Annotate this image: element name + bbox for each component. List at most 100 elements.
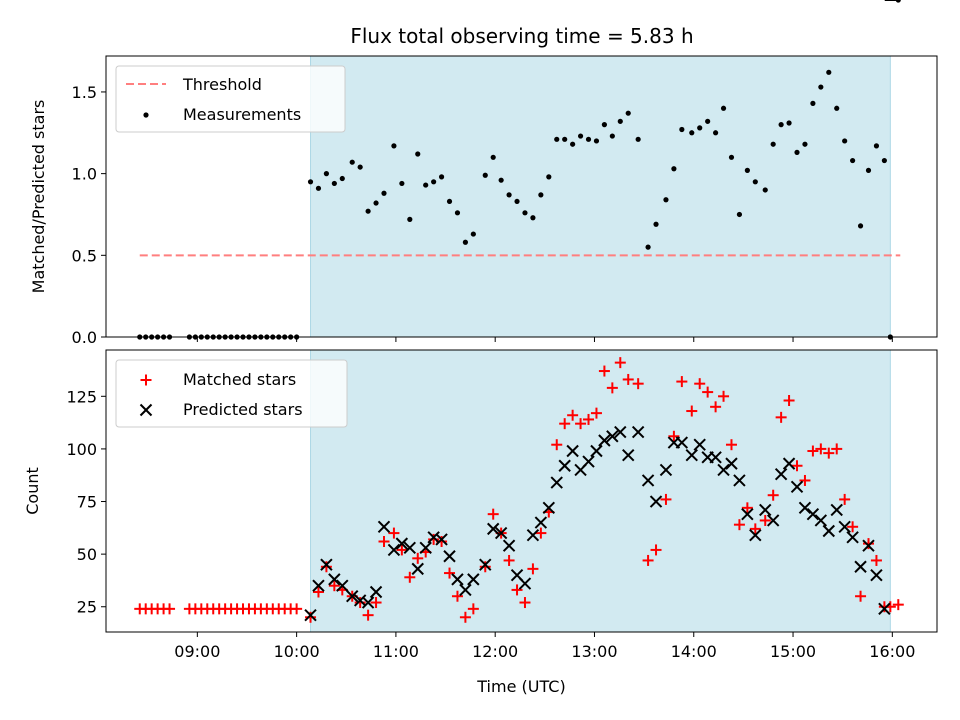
matched-star-point <box>767 489 779 501</box>
measurement-point <box>794 149 800 155</box>
matched-star-point <box>807 445 819 457</box>
measurement-point <box>514 198 520 205</box>
measurement-point <box>705 118 711 124</box>
measurement-point <box>365 208 371 214</box>
x-tick-label: 15:00 <box>770 642 816 661</box>
measurement-point <box>454 210 461 216</box>
measurement-point <box>438 174 445 180</box>
x-tick-label: 12:00 <box>472 642 518 661</box>
matched-star-point <box>855 590 867 602</box>
measurement-point <box>339 175 345 182</box>
predicted-star-point <box>479 558 492 571</box>
predicted-star-point <box>502 539 516 552</box>
matched-star-point <box>479 561 491 573</box>
ratio-x-ticks <box>196 337 893 342</box>
matched-star-point <box>551 439 563 451</box>
measurement-point <box>482 172 488 178</box>
measurement-point <box>415 151 421 157</box>
matched-star-point <box>741 502 753 514</box>
predicted-star-point <box>443 550 456 563</box>
matched-star-point <box>870 554 882 566</box>
x-axis-label: Time (UTC) <box>476 677 565 696</box>
x-tick-label: 10:00 <box>274 642 320 661</box>
predicted-star-point <box>395 537 409 550</box>
measurement-point <box>315 185 322 191</box>
matched-star-point <box>598 365 610 377</box>
x-tick-label: 13:00 <box>571 642 617 661</box>
matched-star-point <box>791 460 803 472</box>
predicted-star-point <box>403 541 417 555</box>
measurement-point <box>530 215 536 221</box>
matched-star-point <box>444 567 456 579</box>
measurement-point <box>697 125 703 131</box>
matched-star-point <box>702 386 714 398</box>
predicted-star-point <box>725 457 738 470</box>
measurement-point <box>498 177 504 183</box>
predicted-star-point <box>606 430 619 443</box>
predicted-star-point <box>558 459 571 472</box>
measurement-point <box>570 141 576 147</box>
predicted-star-point <box>369 585 383 599</box>
count-x-ticks: 09:00 10:00 11:00 12:00 13:00 14:00 15:00 16:00 <box>174 632 915 661</box>
predicted-star-point <box>336 579 349 592</box>
matched-star-point <box>396 544 408 556</box>
matched-star-point <box>451 590 463 602</box>
predicted-star-point <box>387 543 401 557</box>
matched-star-point <box>775 411 787 423</box>
legend-predicted-swatch <box>139 403 153 417</box>
measurement-point <box>712 130 719 136</box>
measurement-point <box>834 105 840 111</box>
predicted-star-point <box>766 514 780 527</box>
measurement-point <box>850 157 856 164</box>
matched-star-point <box>487 508 499 520</box>
predicted-star-point <box>759 503 772 517</box>
measurement-point <box>522 210 528 216</box>
predicted-star-point <box>782 457 796 470</box>
legend-plus-mark <box>140 374 152 386</box>
matched-star-point <box>320 561 332 573</box>
matched-star-point <box>590 407 602 419</box>
predicted-star-point <box>717 463 730 477</box>
matched-star-point <box>370 597 382 609</box>
predicted-star-point <box>526 528 540 542</box>
matched-star-point <box>676 376 688 388</box>
predicted-star-point <box>749 528 762 542</box>
measurement-point <box>391 143 397 149</box>
matched-star-point <box>467 603 479 615</box>
measurement-point <box>842 138 848 144</box>
measurement-point <box>895 0 901 3</box>
measurement-point <box>546 174 552 180</box>
predicted-star-point <box>814 514 828 527</box>
predicted-star-point <box>377 520 391 533</box>
predicted-star-point <box>641 474 655 487</box>
predicted-star-point <box>411 562 424 576</box>
measurement-point <box>357 164 363 170</box>
predicted-star-point <box>459 583 472 597</box>
matched-star-point <box>614 357 626 369</box>
predicted-star-point <box>822 524 835 538</box>
matched-star-point <box>749 523 761 535</box>
predicted-star-point <box>878 602 891 616</box>
predicted-star-point <box>614 425 627 439</box>
measurement-point <box>679 126 685 133</box>
measurement-point <box>744 167 750 173</box>
chart-title: Flux total observing time = 5.83 h <box>350 24 693 48</box>
measurement-point <box>538 192 544 198</box>
matched-star-point <box>799 474 811 486</box>
ratio-panel: 0.0 0.5 1.0 1.5 Matched/Predicted stars Thr… <box>29 0 938 347</box>
matched-star-point <box>362 609 374 621</box>
measurement-point <box>446 198 453 205</box>
legend-predicted-label: Predicted stars <box>183 400 303 419</box>
measurement-point <box>663 197 669 203</box>
measurement-point <box>881 157 887 164</box>
matched-star-point <box>759 514 771 526</box>
ratio-legend-box <box>115 65 346 133</box>
y-tick-label: 100 <box>66 440 97 459</box>
y-tick-label: 1.0 <box>72 165 97 184</box>
predicted-star-point <box>346 590 359 603</box>
measurement-point <box>585 136 592 142</box>
matched-star-point <box>305 611 317 623</box>
matched-star-point <box>404 571 416 583</box>
matched-star-point <box>503 554 515 566</box>
